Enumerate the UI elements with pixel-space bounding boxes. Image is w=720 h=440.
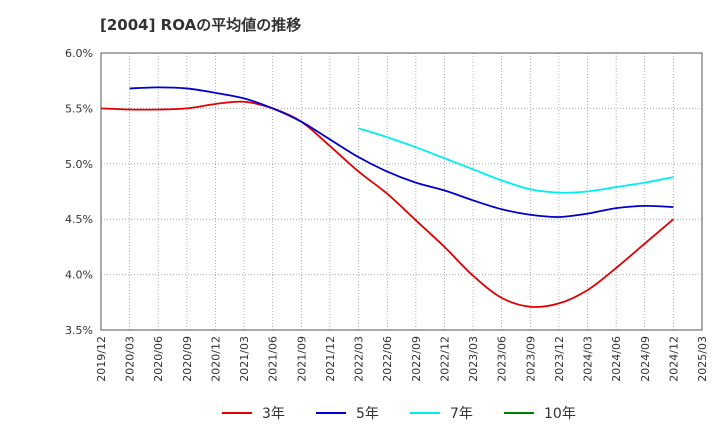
- x-tick-label: 2023/09: [524, 336, 537, 382]
- legend-label-3: 7年: [450, 406, 473, 422]
- x-tick-label: 2020/03: [124, 336, 137, 382]
- y-tick-label: 5.5%: [65, 102, 93, 115]
- x-tick-label: 2024/09: [639, 336, 652, 382]
- y-tick-label: 4.0%: [65, 269, 93, 282]
- x-tick-label: 2024/12: [667, 336, 680, 382]
- legend-label-1: 3年: [262, 406, 285, 422]
- chart-title: [2004] ROAの平均値の推移: [100, 16, 302, 34]
- y-tick-label: 5.0%: [65, 158, 93, 171]
- x-tick-label: 2023/12: [553, 336, 566, 382]
- legend-label-4: 10年: [544, 406, 576, 422]
- series-line-1: [100, 100, 674, 308]
- x-tick-label: 2021/06: [267, 336, 280, 382]
- x-tick-label: 2023/03: [467, 336, 480, 382]
- x-tick-label: 2022/03: [353, 336, 366, 382]
- y-tick-label: 6.0%: [65, 47, 93, 60]
- x-tick-label: 2021/12: [324, 336, 337, 382]
- x-tick-label: 2023/06: [496, 336, 509, 382]
- x-tick-label: 2024/03: [582, 336, 595, 382]
- x-tick-label: 2020/12: [209, 336, 222, 382]
- x-tick-label: 2022/06: [381, 336, 394, 382]
- x-tick-label: 2021/09: [295, 336, 308, 382]
- x-tick-label: 2022/12: [438, 336, 451, 382]
- series-line-3: [358, 127, 674, 194]
- x-tick-label: 2025/03: [696, 336, 709, 382]
- series-line-2: [129, 86, 674, 218]
- y-tick-label: 4.5%: [65, 213, 93, 226]
- x-tick-label: 2020/06: [152, 336, 165, 382]
- x-tick-label: 2021/03: [238, 336, 251, 382]
- plot-area-border: [100, 52, 703, 331]
- legend-label-2: 5年: [356, 406, 379, 422]
- x-tick-label: 2020/09: [181, 336, 194, 382]
- x-tick-label: 2024/06: [610, 336, 623, 382]
- x-tick-label: 2019/12: [95, 336, 108, 382]
- x-tick-label: 2022/09: [410, 336, 423, 382]
- y-tick-label: 3.5%: [65, 324, 93, 337]
